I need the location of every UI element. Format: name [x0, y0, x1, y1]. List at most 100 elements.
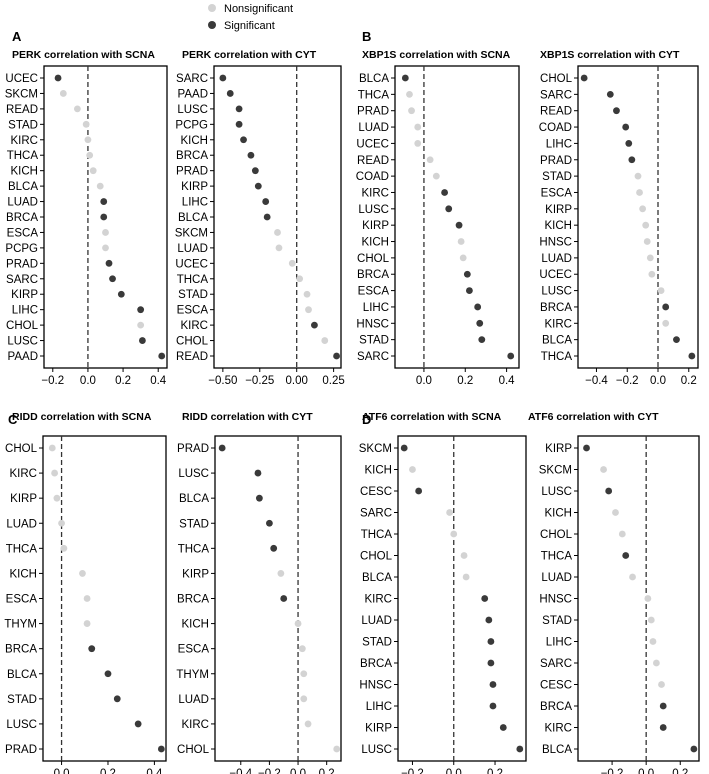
data-point: [300, 695, 308, 703]
data-point: [485, 616, 493, 624]
legend: Nonsignificant Significant: [208, 3, 293, 32]
x-tick-label: 0.4: [499, 375, 516, 387]
x-tick-label: 0.0: [638, 768, 654, 774]
data-point: [263, 213, 271, 221]
data-point: [659, 702, 667, 710]
x-tick-label: 0.2: [319, 768, 335, 774]
category-label: SKCM: [175, 227, 208, 239]
category-label: LIHC: [366, 701, 392, 713]
x-tick-label: −0.2: [616, 375, 639, 387]
data-point: [643, 238, 651, 245]
plot-2: PERK correlation with CYT −0.50 −0.25 0.00 0…: [175, 49, 345, 387]
category-label: THYM: [176, 669, 209, 681]
data-point: [109, 275, 116, 283]
data-point: [321, 337, 329, 344]
data-point: [659, 724, 667, 731]
category-label: HNSC: [359, 680, 392, 692]
data-point: [247, 151, 255, 159]
data-point: [400, 444, 408, 452]
category-label: CESC: [360, 486, 392, 498]
category-label: PCPG: [5, 243, 38, 255]
data-point: [137, 321, 145, 329]
category-label: LIHC: [363, 302, 389, 314]
category-label: THCA: [178, 543, 210, 555]
category-label: PAAD: [178, 88, 208, 100]
data-point: [629, 573, 636, 581]
category-label: SARC: [360, 508, 392, 520]
category-label: LUSC: [541, 486, 572, 498]
category-label: KIRP: [11, 289, 38, 301]
category-label: BRCA: [5, 644, 37, 656]
data-point: [240, 136, 247, 144]
x-tick-label: 0.2: [115, 375, 131, 387]
data-point: [79, 570, 86, 577]
data-point: [104, 670, 112, 678]
data-point: [266, 519, 273, 527]
category-label: LUSC: [7, 336, 38, 348]
category-label: SARC: [540, 89, 572, 101]
category-label: KIRP: [545, 443, 572, 455]
data-point: [432, 172, 440, 180]
data-point: [648, 270, 656, 278]
data-point: [652, 659, 660, 667]
data-point: [102, 244, 109, 252]
category-label: LUAD: [6, 518, 37, 530]
category-label: ESCA: [177, 305, 209, 317]
category-label: UCEC: [175, 258, 208, 270]
data-point: [487, 659, 495, 667]
category-label: BLCA: [179, 493, 209, 505]
data-point: [445, 205, 453, 213]
data-point: [158, 352, 166, 360]
category-label: STAD: [178, 289, 208, 301]
category-label: BLCA: [362, 572, 392, 584]
data-point: [296, 275, 304, 283]
category-label: PCPG: [175, 119, 208, 131]
category-label: KICH: [181, 135, 208, 147]
data-point: [275, 244, 283, 252]
category-label: LUAD: [358, 122, 389, 134]
category-label: LUSC: [541, 286, 572, 298]
x-tick-label: 0.2: [457, 375, 473, 387]
category-label: SARC: [176, 73, 208, 85]
data-point: [466, 287, 473, 294]
plot-frame: [213, 65, 342, 369]
panel-letter-d: D: [362, 412, 371, 427]
plot-title: PERK correlation with CYT: [182, 49, 317, 61]
data-point: [117, 290, 125, 298]
category-label: KIRP: [182, 568, 209, 580]
data-point: [280, 595, 288, 602]
data-point: [441, 189, 448, 196]
data-point: [459, 254, 467, 262]
category-label: STAD: [362, 637, 392, 649]
category-label: PRAD: [5, 744, 37, 756]
category-label: THCA: [6, 543, 38, 555]
category-label: ESCA: [541, 187, 573, 199]
category-label: THCA: [541, 551, 573, 563]
data-point: [646, 254, 654, 262]
category-label: LUAD: [541, 572, 572, 584]
data-point: [82, 120, 90, 128]
panel-letter-a: A: [12, 29, 22, 44]
data-point: [408, 107, 415, 115]
category-label: KIRP: [545, 204, 572, 216]
category-label: ESCA: [6, 594, 38, 606]
category-label: BRCA: [540, 302, 572, 314]
x-tick-label: 0.0: [446, 768, 462, 774]
category-label: BLCA: [542, 335, 572, 347]
category-label: ESCA: [178, 644, 210, 656]
x-tick-label: −0.4: [229, 768, 252, 774]
data-point: [426, 156, 434, 164]
data-point: [580, 74, 588, 82]
data-point: [487, 638, 495, 645]
x-tick-label: 0.0: [80, 375, 96, 387]
category-label: COAD: [539, 122, 572, 134]
plot-3: XBP1S correlation with SCNA 0.0 0.2 0.4 BLCA…: [356, 49, 520, 387]
category-label: BRCA: [357, 269, 389, 281]
category-label: THCA: [541, 351, 573, 363]
category-label: STAD: [542, 171, 572, 183]
data-point: [219, 74, 227, 82]
plot-frame: [397, 435, 527, 762]
data-point: [254, 182, 262, 190]
data-point: [235, 105, 243, 113]
